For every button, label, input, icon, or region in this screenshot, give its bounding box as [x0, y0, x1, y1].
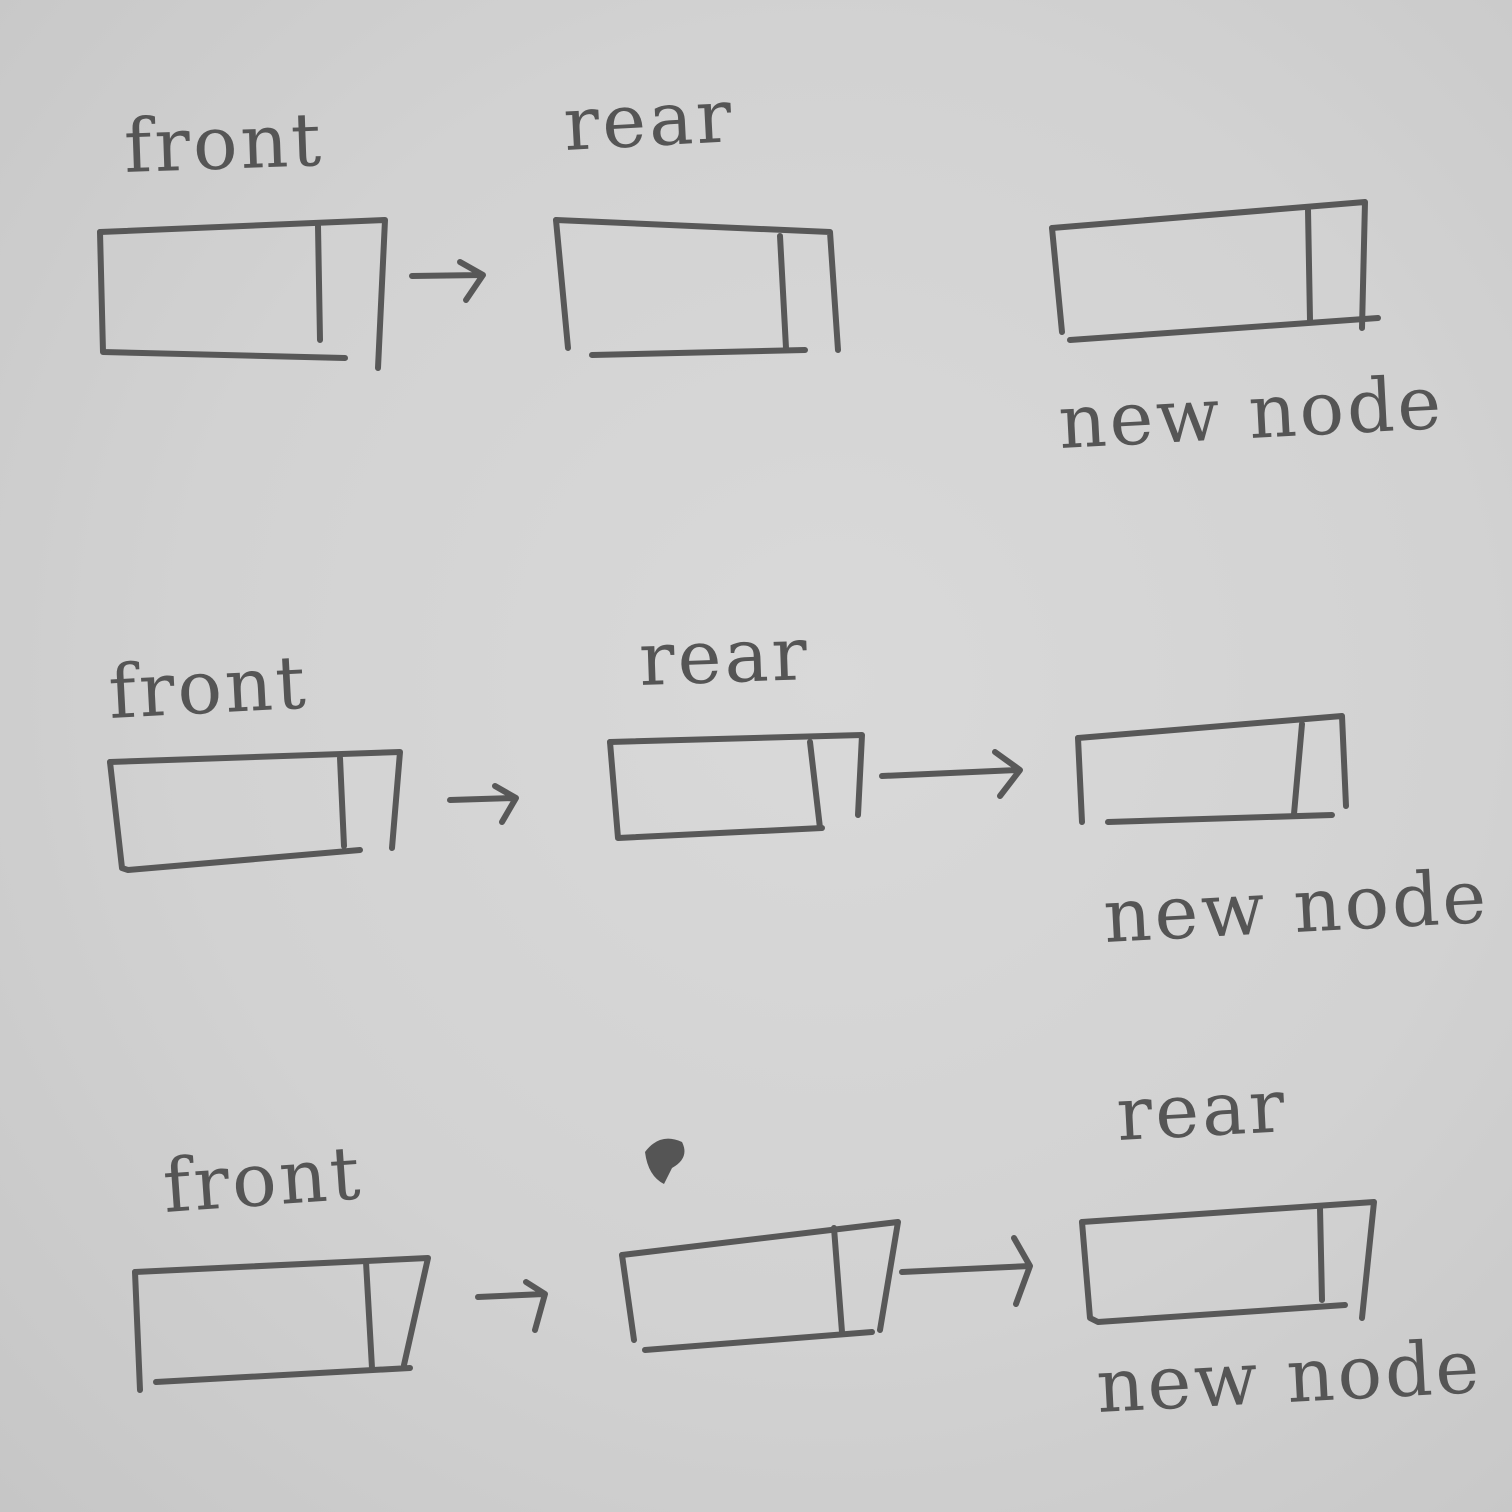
- row-3-middle-node-top-right: [619, 1219, 901, 1333]
- row-2-rear-node: [607, 732, 865, 841]
- row-3-new-node-left-bottom: [1079, 1219, 1348, 1325]
- row-3-rear-moved: front rear new node: [132, 1063, 1484, 1430]
- row-3-new-node: [1079, 1199, 1377, 1325]
- row-2-link-new-node: front rear new node: [106, 611, 1491, 960]
- row-1-front-node-top-right: [97, 217, 388, 371]
- row-1-front-label: front: [123, 97, 326, 190]
- row-3-arrow-front-to-middle: [475, 1279, 548, 1333]
- row-2-front-node-top-right: [107, 749, 403, 851]
- row-2-new-node-top-right: [1075, 713, 1349, 809]
- row-2-new-node-label: new node: [1101, 854, 1491, 960]
- row-3-new-node-label: new node: [1094, 1324, 1484, 1430]
- row-1-rear-node-left-bottom: [553, 217, 808, 358]
- row-2-rear-node-divider: [807, 739, 823, 831]
- ink-blot: [645, 1138, 685, 1184]
- row-1-new-node-label: new node: [1056, 360, 1446, 466]
- row-2-front-node: [107, 749, 403, 873]
- row-1-new-node-top-right: [1049, 199, 1368, 331]
- row-1-rear-label: rear: [561, 73, 736, 168]
- row-3-middle-node-divider: [831, 1225, 845, 1335]
- row-2-arrow-front-to-rear: [447, 783, 519, 825]
- row-3-rear-label: rear: [1114, 1063, 1289, 1158]
- row-2-new-node: [1075, 713, 1349, 825]
- row-2-front-label: front: [106, 640, 310, 736]
- row-3-front-node-divider: [363, 1259, 375, 1371]
- row-1-rear-node: [553, 217, 841, 358]
- row-1-new-node-divider: [1305, 207, 1313, 323]
- row-3-arrow-middle-to-new-node: [899, 1235, 1033, 1307]
- row-1-initial-queue: front rear new node: [97, 73, 1446, 466]
- row-3-new-node-top-right: [1079, 1199, 1377, 1321]
- row-3-middle-node-left-bottom: [619, 1252, 875, 1353]
- row-2-new-node-divider: [1291, 721, 1305, 817]
- row-1-rear-node-top-right: [553, 217, 841, 353]
- row-2-arrow-rear-to-new-node: [879, 749, 1023, 799]
- row-1-front-node-divider: [315, 223, 323, 343]
- row-1-new-node: [1049, 199, 1381, 343]
- row-3-front-node-left-bottom: [132, 1269, 413, 1393]
- row-3-middle-node: [619, 1219, 901, 1353]
- row-1-front-node: [97, 217, 388, 371]
- row-2-rear-label: rear: [638, 611, 812, 703]
- row-3-new-node-divider: [1317, 1205, 1325, 1303]
- row-1-arrow-front-to-rear: [409, 259, 486, 303]
- row-2-rear-node-left-bottom: [607, 739, 825, 841]
- row-2-rear-node-top-right: [607, 732, 865, 818]
- row-2-front-node-divider: [337, 755, 347, 849]
- row-3-front-label: front: [160, 1130, 365, 1230]
- row-2-front-node-left-bottom: [107, 759, 363, 873]
- row-1-new-node-left-bottom: [1049, 225, 1381, 343]
- row-1-front-node-left-bottom: [97, 229, 348, 361]
- row-3-front-node: [132, 1255, 431, 1393]
- row-3-front-node-top-right: [132, 1255, 431, 1368]
- row-1-rear-node-divider: [777, 233, 789, 351]
